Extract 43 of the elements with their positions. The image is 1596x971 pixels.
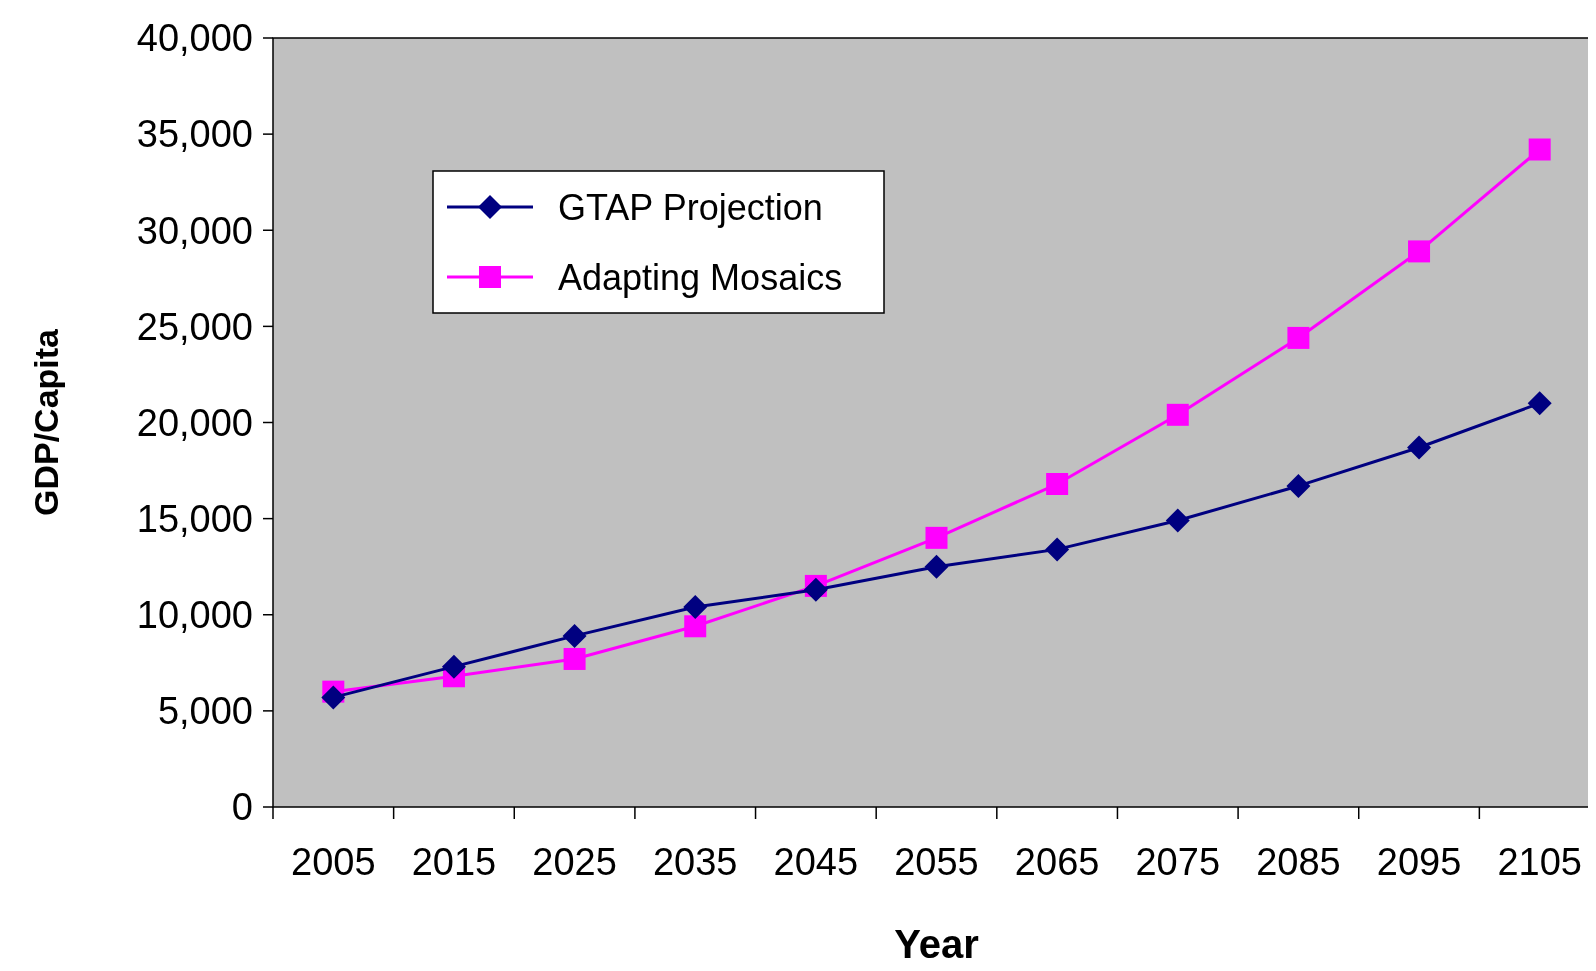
x-tick-label: 2025	[532, 841, 617, 883]
point	[1165, 508, 1190, 533]
point	[1045, 537, 1070, 562]
x-tick-label: 2035	[652, 841, 738, 883]
y-tick-label: 15,000	[136, 497, 253, 540]
point	[924, 554, 949, 579]
x-tick-label: 2075	[1135, 841, 1221, 883]
y-tick-label: 30,000	[136, 209, 253, 252]
point	[684, 615, 707, 638]
point	[1527, 391, 1552, 416]
point	[925, 526, 948, 549]
x-tick-label: 2085	[1256, 841, 1341, 883]
point	[1408, 240, 1431, 263]
x-tick-label: 2105	[1497, 841, 1582, 883]
y-tick-label: 0	[231, 786, 253, 829]
point	[803, 577, 828, 602]
x-tick-label: 2065	[1014, 841, 1100, 883]
point	[683, 595, 708, 620]
x-tick-label: 2015	[411, 841, 497, 883]
point	[1528, 138, 1551, 161]
point	[1166, 403, 1189, 426]
point	[562, 623, 587, 648]
y-axis-title: GDP/Capita	[27, 327, 65, 517]
point	[563, 647, 586, 670]
y-tick-label: 5,000	[157, 690, 253, 733]
point	[1046, 473, 1069, 496]
point	[1407, 435, 1432, 460]
point	[1287, 326, 1310, 349]
point	[1286, 473, 1311, 498]
x-axis-title: Year	[894, 922, 979, 966]
point	[321, 685, 346, 710]
point	[441, 654, 466, 679]
x-tick-label: 2045	[773, 841, 859, 883]
x-tick-label: 2095	[1376, 841, 1462, 883]
y-tick-label: 20,000	[136, 401, 253, 444]
y-tick-label: 10,000	[136, 594, 253, 637]
y-tick-label: 35,000	[136, 113, 253, 156]
legend-label: GTAP Projection	[558, 186, 823, 228]
x-tick-label: 2055	[894, 841, 979, 883]
legend-label: Adapting Mosaics	[558, 256, 843, 298]
y-tick-label: 40,000	[136, 17, 253, 60]
x-tick-label: 2005	[291, 841, 376, 883]
y-tick-label: 25,000	[136, 305, 253, 348]
